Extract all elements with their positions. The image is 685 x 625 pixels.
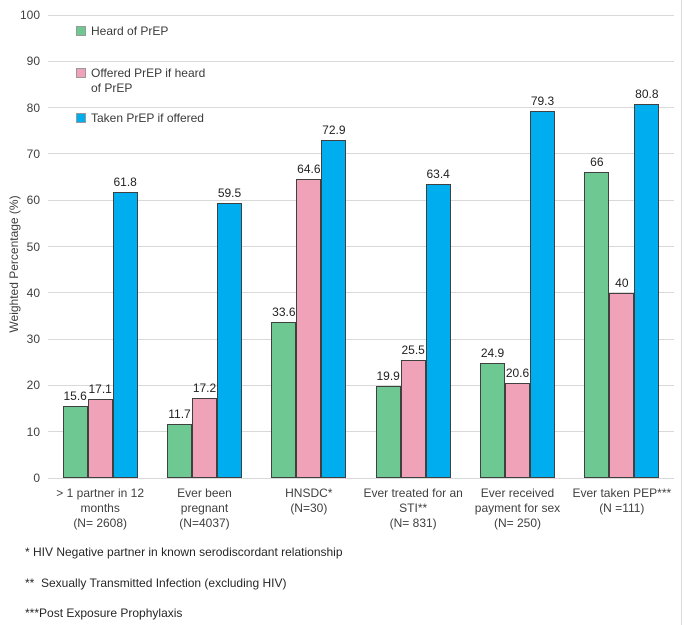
bar-value-label: 59.5 <box>217 185 242 200</box>
legend-item-offered-prep-if-heard: Offered PrEP if heard of PrEP <box>76 66 205 96</box>
bar-value-label: 17.2 <box>192 381 217 396</box>
gridline <box>48 14 674 16</box>
bar-heard-of-prep <box>271 322 297 478</box>
legend-label: Taken PrEP if offered <box>91 111 204 125</box>
y-tick-label: 70 <box>26 146 40 161</box>
bar-taken-prep-if-offered <box>634 103 660 478</box>
x-category-label: Ever treated for an STI** (N= 831) <box>363 486 463 530</box>
footnote: * HIV Negative partner in known serodisc… <box>25 545 343 559</box>
x-category-label: Ever taken PEP*** (N =111) <box>572 486 672 515</box>
bar-heard-of-prep <box>584 172 610 478</box>
gridline <box>48 107 674 109</box>
bar-taken-prep-if-offered <box>321 140 347 478</box>
bar-value-label: 66 <box>590 155 604 170</box>
bar-value-label: 20.6 <box>505 365 530 380</box>
gridline <box>48 199 674 201</box>
bar-offered-prep-if-heard <box>505 382 530 478</box>
y-tick-label: 20 <box>26 378 40 393</box>
chart-frame-right-border <box>681 0 682 625</box>
legend-label: Heard of PrEP <box>91 24 169 38</box>
bar-taken-prep-if-offered <box>112 191 138 478</box>
x-category-label: HNSDC* (N=30) <box>285 486 333 515</box>
bar-value-label: 61.8 <box>113 174 137 189</box>
y-tick-label: 40 <box>26 285 40 300</box>
bar-value-label: 33.6 <box>272 305 296 320</box>
y-tick-label: 90 <box>26 54 40 69</box>
bar-value-label: 25.5 <box>401 342 425 357</box>
bar-value-label: 79.3 <box>530 93 555 108</box>
legend-item-heard-of-prep: Heard of PrEP <box>76 24 168 39</box>
bar-offered-prep-if-heard <box>400 359 426 478</box>
bar-offered-prep-if-heard <box>192 398 217 478</box>
y-tick-label: 60 <box>26 193 40 208</box>
gridline <box>48 431 674 433</box>
y-tick-label: 100 <box>19 8 40 22</box>
bar-value-label: 64.6 <box>297 161 321 176</box>
legend-swatch-taken-prep-if-offered <box>76 113 86 123</box>
bar-taken-prep-if-offered <box>425 184 451 478</box>
bar-heard-of-prep <box>167 423 192 478</box>
gridline <box>48 384 674 386</box>
gridline <box>48 246 674 247</box>
bar-heard-of-prep <box>62 405 88 478</box>
gridline <box>48 292 674 294</box>
bar-value-label: 72.9 <box>322 123 346 138</box>
bar-taken-prep-if-offered <box>530 110 555 478</box>
bar-taken-prep-if-offered <box>217 202 242 478</box>
bar-value-label: 11.7 <box>168 406 191 421</box>
bar-value-label: 80.8 <box>635 86 659 101</box>
bar-heard-of-prep <box>375 385 401 478</box>
x-category-label: Ever received payment for sex (N= 250) <box>474 486 561 530</box>
bar-value-label: 15.6 <box>63 388 87 403</box>
legend-swatch-offered-prep-if-heard <box>76 68 86 78</box>
gridline <box>48 477 674 479</box>
bar-offered-prep-if-heard <box>296 178 322 478</box>
legend-label: Offered PrEP if heard of PrEP <box>91 66 206 95</box>
bar-offered-prep-if-heard <box>609 292 635 478</box>
bar-offered-prep-if-heard <box>87 398 113 478</box>
bar-value-label: 63.4 <box>426 167 450 182</box>
legend-swatch-heard-of-prep <box>76 26 86 36</box>
x-category-label: Ever been pregnant (N=4037) <box>177 486 232 530</box>
gridline <box>48 338 674 340</box>
y-tick-label: 30 <box>26 332 40 347</box>
footnote: ** Sexually Transmitted Infection (exclu… <box>25 576 287 590</box>
y-tick-label: 10 <box>26 424 40 439</box>
footnote: ***Post Exposure Prophylaxis <box>25 606 183 620</box>
legend-item-taken-prep-if-offered: Taken PrEP if offered <box>76 111 204 126</box>
bar-value-label: 40 <box>615 275 629 290</box>
bar-value-label: 24.9 <box>480 345 505 360</box>
x-category-label: > 1 partner in 12 months (N= 2608) <box>56 486 145 530</box>
y-tick-label: 80 <box>26 100 40 115</box>
bar-value-label: 19.9 <box>376 368 400 383</box>
y-tick-label: 50 <box>26 239 40 254</box>
gridline <box>48 60 674 62</box>
bar-value-label: 17.1 <box>88 381 112 396</box>
bar-heard-of-prep <box>480 362 505 478</box>
y-tick-label: 0 <box>33 471 40 485</box>
gridline <box>48 153 674 155</box>
